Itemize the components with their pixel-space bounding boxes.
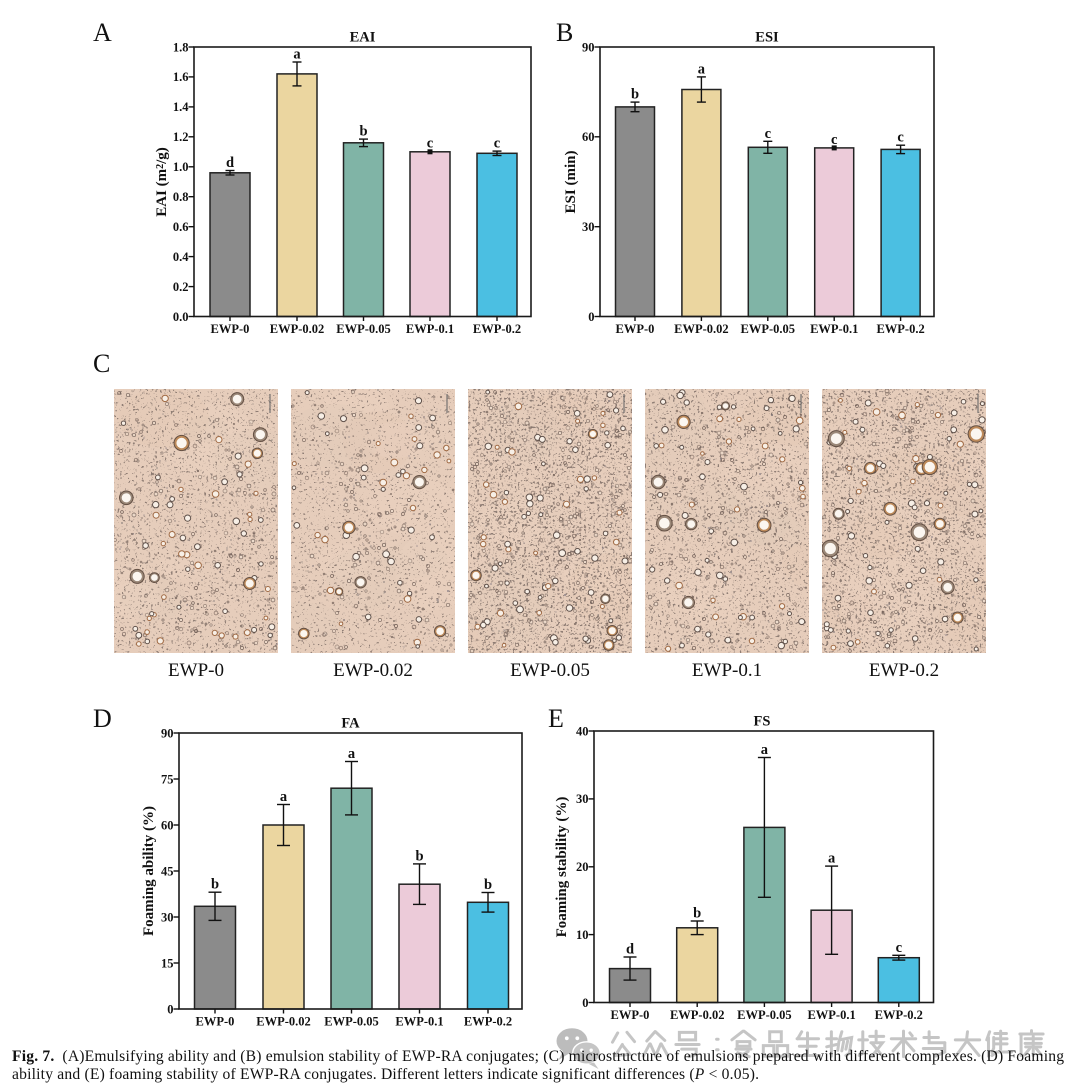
svg-text:EWP-0.1: EWP-0.1 (692, 660, 762, 681)
svg-text:40: 40 (576, 724, 589, 738)
svg-text:0: 0 (582, 996, 588, 1010)
svg-text:EWP-0: EWP-0 (616, 322, 655, 336)
svg-text:a: a (698, 61, 706, 77)
svg-text:90: 90 (582, 40, 595, 54)
svg-text:0: 0 (167, 1002, 173, 1016)
svg-text:d: d (626, 942, 634, 958)
svg-text:EWP-0.05: EWP-0.05 (324, 1015, 379, 1029)
svg-text:EWP-0.2: EWP-0.2 (869, 660, 939, 681)
svg-text:b: b (359, 124, 367, 140)
svg-text:20: 20 (576, 860, 589, 874)
svg-text:A: A (93, 18, 112, 47)
svg-text:b: b (415, 848, 423, 864)
svg-text:EWP-0: EWP-0 (211, 322, 250, 336)
svg-text:b: b (211, 877, 219, 893)
svg-text:c: c (765, 126, 772, 142)
svg-text:a: a (348, 746, 356, 762)
svg-text:75: 75 (161, 772, 174, 786)
svg-text:Foaming ability (%): Foaming ability (%) (141, 806, 157, 936)
svg-text:c: c (896, 940, 903, 956)
svg-text:c: c (427, 136, 434, 152)
svg-text:B: B (556, 18, 573, 47)
svg-text:60: 60 (161, 818, 174, 832)
svg-text:b: b (484, 877, 492, 893)
svg-text:EWP-0.1: EWP-0.1 (406, 322, 454, 336)
svg-text:b: b (693, 906, 701, 922)
svg-text:15: 15 (161, 956, 174, 970)
svg-text:EWP-0.05: EWP-0.05 (737, 1008, 792, 1022)
svg-text:1.8: 1.8 (173, 40, 189, 54)
svg-text:a: a (828, 851, 836, 867)
svg-text:D: D (93, 704, 112, 733)
svg-text:a: a (280, 789, 288, 805)
svg-text:90: 90 (161, 726, 174, 740)
svg-text:EWP-0.1: EWP-0.1 (807, 1008, 855, 1022)
svg-text:EWP-0.1: EWP-0.1 (395, 1015, 443, 1029)
svg-text:0: 0 (588, 310, 594, 324)
svg-text:EWP-0: EWP-0 (611, 1008, 650, 1022)
svg-text:a: a (293, 47, 301, 63)
svg-text:c: c (494, 136, 501, 152)
svg-text:EWP-0.2: EWP-0.2 (875, 1008, 923, 1022)
svg-text:EWP-0.02: EWP-0.02 (270, 322, 325, 336)
svg-text:EWP-0.2: EWP-0.2 (473, 322, 521, 336)
svg-text:0.6: 0.6 (173, 220, 189, 234)
svg-text:EWP-0.05: EWP-0.05 (336, 322, 391, 336)
svg-text:ability and (E) foaming stabil: ability and (E) foaming stability of EWP… (12, 1066, 759, 1083)
svg-text:EWP-0: EWP-0 (196, 1015, 235, 1029)
svg-text:EWP-0.02: EWP-0.02 (670, 1008, 725, 1022)
svg-text:EWP-0.1: EWP-0.1 (810, 322, 858, 336)
svg-text:b: b (631, 87, 639, 103)
svg-text:60: 60 (582, 130, 595, 144)
svg-text:EWP-0.05: EWP-0.05 (741, 322, 796, 336)
svg-text:EWP-0.02: EWP-0.02 (333, 660, 413, 681)
svg-text:EWP-0.2: EWP-0.2 (464, 1015, 512, 1029)
svg-text:0.4: 0.4 (173, 250, 189, 264)
svg-text:EWP-0.02: EWP-0.02 (674, 322, 729, 336)
svg-text:C: C (93, 349, 110, 378)
svg-text:0.0: 0.0 (173, 310, 189, 324)
svg-text:30: 30 (582, 220, 595, 234)
svg-text:1.6: 1.6 (173, 70, 189, 84)
svg-text:FS: FS (754, 714, 771, 730)
svg-text:1.4: 1.4 (173, 100, 189, 114)
svg-text:EWP-0.2: EWP-0.2 (876, 322, 924, 336)
svg-text:EWP-0.02: EWP-0.02 (256, 1015, 311, 1029)
svg-text:c: c (831, 132, 838, 148)
svg-text:30: 30 (576, 792, 589, 806)
svg-text:d: d (226, 155, 234, 171)
svg-text:EAI: EAI (350, 30, 376, 46)
svg-text:ESI (min): ESI (min) (563, 151, 579, 214)
svg-text:10: 10 (576, 928, 589, 942)
svg-text:0.2: 0.2 (173, 280, 189, 294)
svg-text:1.2: 1.2 (173, 130, 189, 144)
svg-text:ESI: ESI (755, 30, 779, 46)
svg-text:Foaming stability (%): Foaming stability (%) (554, 797, 570, 938)
svg-text:FA: FA (341, 716, 360, 732)
svg-text:30: 30 (161, 910, 174, 924)
svg-text:c: c (897, 130, 904, 146)
svg-text:Fig. 7. (A)Emulsifying ability: Fig. 7. (A)Emulsifying ability and (B) e… (12, 1048, 1064, 1065)
svg-text:1.0: 1.0 (173, 160, 189, 174)
svg-text:EWP-0.05: EWP-0.05 (510, 660, 590, 681)
svg-text:E: E (548, 704, 564, 733)
svg-text:45: 45 (161, 864, 174, 878)
svg-text:a: a (761, 742, 769, 758)
svg-text:0.8: 0.8 (173, 190, 189, 204)
svg-text:EWP-0: EWP-0 (168, 660, 224, 681)
svg-text:EAI (m2/g): EAI (m2/g) (154, 147, 170, 217)
